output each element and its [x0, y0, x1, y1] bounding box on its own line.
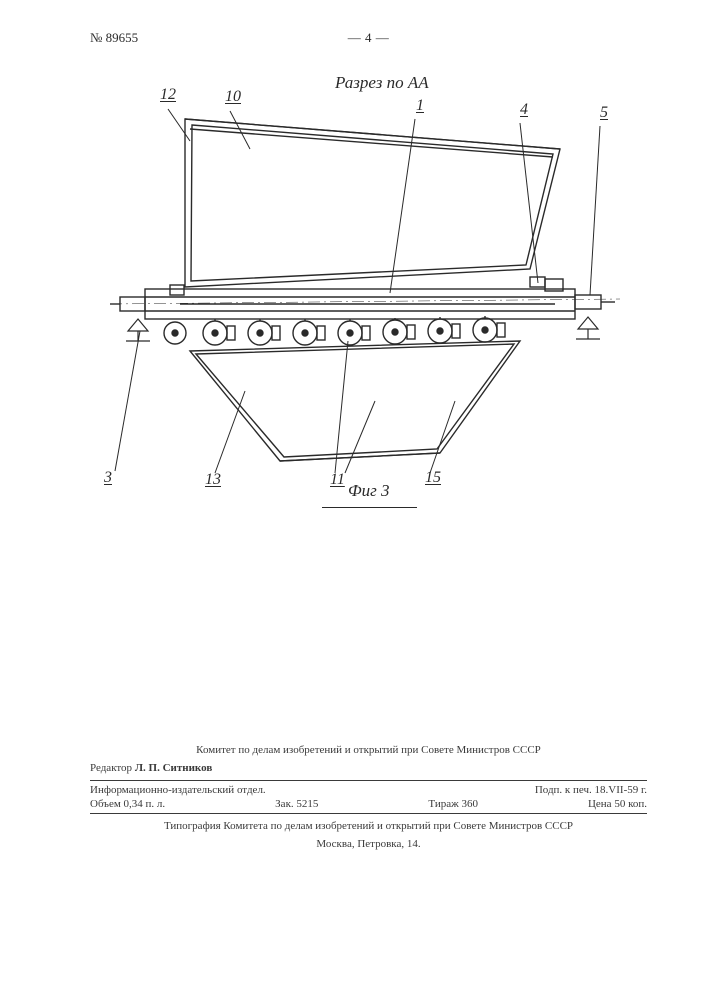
deck-supports [126, 317, 600, 341]
footer-dept: Информационно-издательский отдел. [90, 784, 266, 796]
editor-name: Л. П. Ситников [135, 762, 212, 774]
page-number: — 4 — [348, 30, 390, 46]
callout-13: 13 [205, 471, 221, 489]
callout-11: 11 [330, 471, 345, 489]
footer-rule-1 [90, 780, 647, 781]
deck [110, 277, 615, 319]
footer-typography: Типография Комитета по делам изобретений… [90, 820, 647, 832]
footer-address: Москва, Петровка, 14. [90, 838, 647, 850]
leaders [115, 109, 600, 473]
footer-volume: Объем 0,34 п. л. [90, 798, 165, 810]
footer-rule-2 [90, 813, 647, 814]
page: № 89655 — 4 — № 89655 Разрез по АА [0, 0, 707, 1000]
header: № 89655 — 4 — № 89655 [90, 30, 647, 46]
footer-committee: Комитет по делам изобретений и открытий … [90, 744, 647, 756]
footer-row-2: Объем 0,34 п. л. Зак. 5215 Тираж 360 Цен… [90, 797, 647, 811]
lower-hopper [190, 341, 520, 461]
figure-label: Фиг 3 [348, 481, 390, 501]
footer-price: Цена 50 коп. [588, 798, 647, 810]
footer-row-1: Информационно-издательский отдел. Подп. … [90, 783, 647, 797]
figure-underline [322, 507, 417, 508]
callout-10: 10 [225, 88, 241, 106]
figure-area: Разрез по АА [90, 71, 647, 571]
figure-svg [60, 71, 660, 511]
footer-tirage: Тираж 360 [428, 798, 478, 810]
callout-4: 4 [520, 101, 528, 119]
callout-1: 1 [416, 97, 424, 115]
editor-label: Редактор [90, 762, 132, 774]
doc-number: № 89655 [90, 30, 138, 46]
footer-editor: Редактор Л. П. Ситников [90, 762, 647, 774]
callout-15: 15 [425, 469, 441, 487]
callout-5: 5 [600, 104, 608, 122]
footer: Комитет по делам изобретений и открытий … [90, 744, 647, 850]
callout-3: 3 [104, 469, 112, 487]
footer-order: Зак. 5215 [275, 798, 318, 810]
rollers [164, 316, 505, 345]
upper-hopper [185, 119, 560, 287]
callout-12: 12 [160, 86, 176, 104]
footer-signed: Подп. к печ. 18.VII-59 г. [535, 784, 647, 796]
